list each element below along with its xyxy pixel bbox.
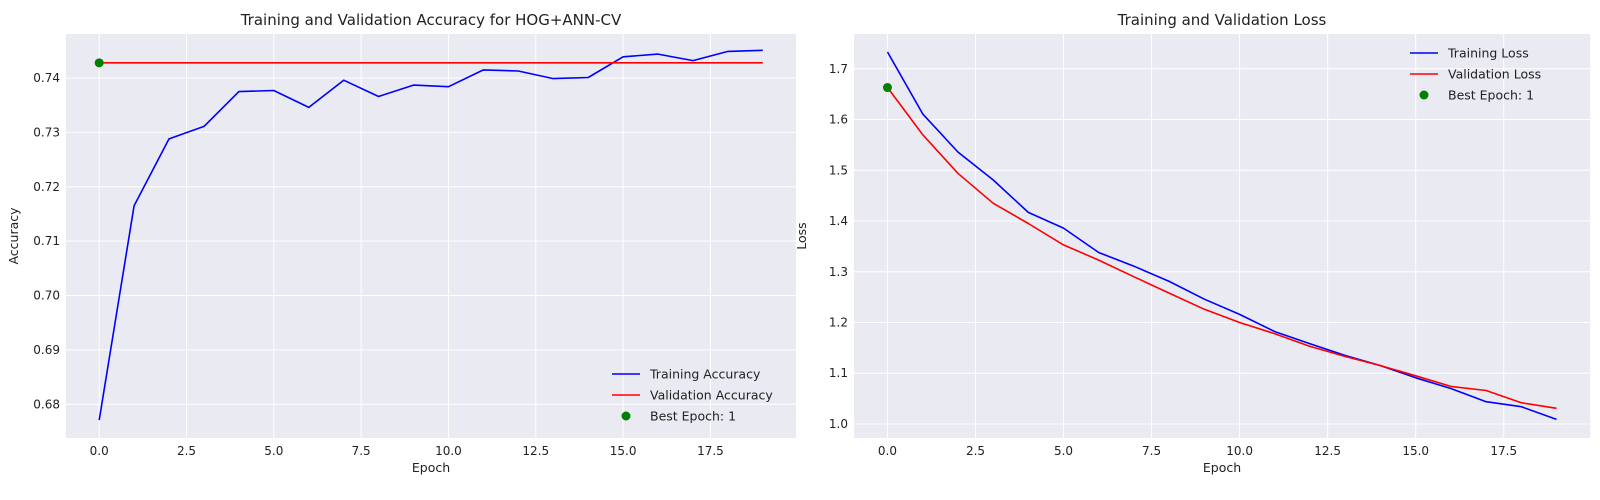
- x-tick-label: 7.5: [1142, 444, 1161, 458]
- best-epoch-marker: [882, 83, 892, 93]
- legend-swatch: [1419, 90, 1429, 100]
- x-tick-label: 5.0: [1054, 444, 1073, 458]
- y-tick-label: 1.5: [829, 163, 848, 177]
- chart-title: Training and Validation Loss: [1117, 11, 1327, 29]
- x-tick-label: 2.5: [966, 444, 985, 458]
- y-tick-label: 1.3: [829, 265, 848, 279]
- legend-label: Training Accuracy: [649, 367, 761, 382]
- legend-label: Training Loss: [1447, 46, 1529, 61]
- legend: Training Loss Validation Loss Best Epoch: …: [1410, 46, 1541, 103]
- x-tick-label: 0.0: [90, 444, 109, 458]
- y-tick-label: 1.7: [829, 62, 848, 76]
- chart-panel-2: 0.0 2.5 5.0 7.5 10.0 12.5 15.0 17.5 1.0 1.1 1.2 1.3…: [794, 11, 1590, 475]
- y-tick-label: 1.6: [829, 113, 848, 127]
- y-tick-label: 1.1: [829, 366, 848, 380]
- y-tick-label: 1.2: [829, 315, 848, 329]
- x-tick-label: 12.5: [1314, 444, 1341, 458]
- legend-label: Best Epoch: 1: [1448, 88, 1534, 103]
- x-tick-label: 7.5: [352, 444, 371, 458]
- y-axis-label: Accuracy: [6, 207, 21, 265]
- chart-panel-1: 0.0 2.5 5.0 7.5 10.0 12.5 15.0 17.5 0.68 0.69 0.70…: [6, 11, 796, 475]
- x-tick-label: 15.0: [1402, 444, 1429, 458]
- x-tick-label: 10.0: [435, 444, 462, 458]
- x-tick-label: 17.5: [697, 444, 724, 458]
- x-tick-label: 15.0: [610, 444, 637, 458]
- plot-area: [66, 34, 796, 438]
- plot-area: [854, 34, 1590, 438]
- y-tick-label: 0.71: [33, 234, 60, 248]
- y-axis-label: Loss: [794, 222, 809, 249]
- x-tick-label: 0.0: [878, 444, 897, 458]
- y-tick-label: 0.68: [33, 397, 60, 411]
- series-line-training-accuracy: [98, 49, 763, 421]
- legend-label: Best Epoch: 1: [650, 409, 736, 424]
- legend-swatch: [621, 411, 631, 421]
- y-tick-label: 0.69: [33, 343, 60, 357]
- grid: [66, 34, 796, 438]
- y-tick-label: 0.70: [33, 289, 60, 303]
- x-tick-label: 2.5: [177, 444, 196, 458]
- y-tick-label: 1.0: [829, 417, 848, 431]
- y-tick-label: 1.4: [829, 214, 848, 228]
- x-tick-label: 5.0: [264, 444, 283, 458]
- x-tick-label: 17.5: [1490, 444, 1517, 458]
- grid: [854, 34, 1590, 438]
- series-line-training-loss: [886, 51, 1557, 421]
- series-line-validation-loss: [886, 87, 1557, 410]
- legend-label: Validation Accuracy: [650, 388, 773, 403]
- legend: Training Accuracy Validation Accuracy Best…: [612, 367, 773, 424]
- y-tick-label: 0.74: [33, 71, 60, 85]
- x-axis-label: Epoch: [1203, 460, 1241, 475]
- x-tick-label: 10.0: [1226, 444, 1253, 458]
- best-epoch-marker: [94, 58, 104, 68]
- chart-title: Training and Validation Accuracy for HOG…: [240, 11, 622, 29]
- legend-label: Validation Loss: [1448, 67, 1541, 82]
- y-tick-label: 0.72: [33, 180, 60, 194]
- x-axis-label: Epoch: [412, 460, 450, 475]
- y-tick-label: 0.73: [33, 125, 60, 139]
- x-tick-label: 12.5: [522, 444, 549, 458]
